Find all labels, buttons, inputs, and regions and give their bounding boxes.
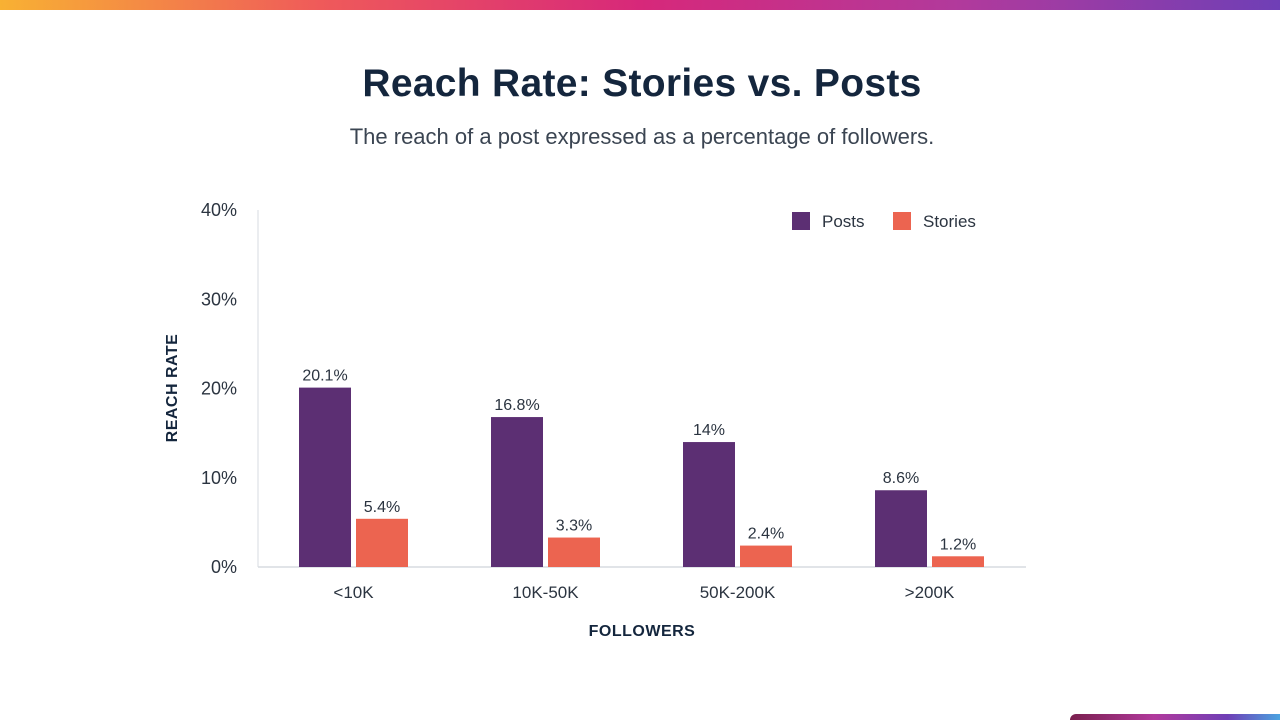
data-label: 8.6% bbox=[883, 470, 919, 487]
data-label: 3.3% bbox=[556, 518, 592, 535]
bar-stories bbox=[548, 537, 600, 567]
y-tick-label: 0% bbox=[211, 557, 237, 577]
y-tick-label: 40% bbox=[201, 200, 237, 220]
x-tick-label: <10K bbox=[333, 583, 374, 602]
bar-stories bbox=[356, 518, 408, 567]
data-label: 5.4% bbox=[364, 499, 400, 516]
legend-swatch-stories bbox=[893, 212, 911, 230]
legend-swatch-posts bbox=[792, 212, 810, 230]
y-axis: 0% 10% 20% 30% 40% bbox=[201, 200, 259, 577]
chart-title: Reach Rate: Stories vs. Posts bbox=[362, 62, 922, 105]
data-label: 1.2% bbox=[940, 536, 976, 553]
bar-posts bbox=[491, 417, 543, 567]
bar-stories bbox=[932, 556, 984, 567]
x-axis-title: FOLLOWERS bbox=[589, 623, 696, 640]
bar-posts bbox=[299, 387, 351, 567]
x-tick-label: >200K bbox=[905, 583, 955, 602]
y-tick-label: 20% bbox=[201, 379, 237, 399]
legend: Posts Stories bbox=[792, 212, 976, 231]
x-tick-label: 10K-50K bbox=[512, 583, 579, 602]
data-label: 14% bbox=[693, 422, 725, 439]
gradient-bottom-accent bbox=[1070, 714, 1280, 720]
x-tick-label: 50K-200K bbox=[700, 583, 776, 602]
data-label: 2.4% bbox=[748, 526, 784, 543]
y-tick-label: 10% bbox=[201, 468, 237, 488]
y-axis-title: REACH RATE bbox=[164, 334, 181, 443]
gradient-top-bar bbox=[0, 0, 1280, 10]
bar-posts bbox=[683, 442, 735, 567]
chart-subtitle: The reach of a post expressed as a perce… bbox=[349, 124, 935, 149]
y-tick-label: 30% bbox=[201, 289, 237, 309]
data-label: 20.1% bbox=[302, 368, 347, 385]
bar-stories bbox=[740, 545, 792, 567]
bar-posts bbox=[875, 490, 927, 567]
legend-label-stories: Stories bbox=[923, 212, 976, 231]
legend-label-posts: Posts bbox=[822, 212, 865, 231]
x-axis: <10K 10K-50K 50K-200K >200K bbox=[258, 566, 1026, 602]
data-label: 16.8% bbox=[494, 397, 539, 414]
bars-group: 20.1% 5.4% 16.8% 3.3% 14% 2.4% 8.6% 1.2% bbox=[299, 368, 984, 567]
